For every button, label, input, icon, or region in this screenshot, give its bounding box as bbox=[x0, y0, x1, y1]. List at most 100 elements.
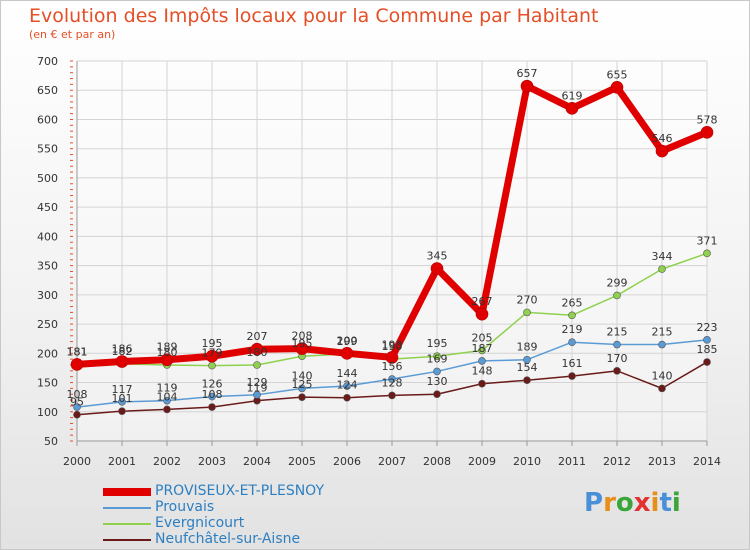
data-label: 140 bbox=[292, 369, 313, 382]
series-point bbox=[613, 291, 621, 300]
series-point bbox=[478, 379, 486, 388]
data-label: 215 bbox=[652, 326, 673, 339]
series-point bbox=[568, 372, 576, 380]
data-label: 371 bbox=[697, 234, 718, 247]
series-point bbox=[388, 375, 396, 383]
series-point bbox=[160, 353, 174, 367]
data-label: 186 bbox=[112, 342, 133, 355]
series-point bbox=[565, 102, 579, 115]
y-tick-label: 400 bbox=[37, 230, 58, 243]
series-point bbox=[433, 367, 441, 376]
data-label: 101 bbox=[112, 392, 133, 405]
data-label: 126 bbox=[202, 378, 223, 391]
logo-letter: o bbox=[615, 488, 634, 518]
data-label: 189 bbox=[517, 341, 538, 354]
chart-subtitle: (en € et par an) bbox=[29, 28, 116, 41]
series-point bbox=[163, 396, 171, 405]
data-label: 199 bbox=[337, 335, 358, 348]
y-tick-label: 650 bbox=[37, 84, 58, 97]
data-label: 190 bbox=[382, 340, 403, 353]
proxiti-logo: Proxiti bbox=[584, 488, 681, 518]
series-point bbox=[568, 311, 576, 320]
data-label: 193 bbox=[382, 338, 403, 351]
data-label: 119 bbox=[247, 382, 268, 395]
series-point bbox=[658, 340, 666, 349]
series-point bbox=[250, 342, 264, 356]
x-tick-label: 2014 bbox=[693, 455, 721, 468]
series-point bbox=[430, 262, 444, 275]
legend-label: Neufchâtel-sur-Aisne bbox=[155, 531, 301, 547]
data-label: 223 bbox=[697, 321, 718, 334]
series-point bbox=[613, 340, 621, 349]
data-label: 299 bbox=[607, 276, 628, 289]
data-label: 185 bbox=[697, 343, 718, 356]
series-point bbox=[298, 393, 306, 401]
x-tick-label: 2003 bbox=[198, 455, 226, 468]
data-label: 179 bbox=[202, 347, 223, 360]
x-tick-label: 2001 bbox=[108, 455, 136, 468]
data-label: 144 bbox=[337, 367, 358, 380]
y-tick-label: 250 bbox=[37, 318, 58, 331]
data-label: 154 bbox=[517, 361, 538, 374]
series-point bbox=[703, 358, 711, 366]
data-label: 270 bbox=[517, 293, 538, 306]
series-point bbox=[523, 376, 531, 385]
data-label: 148 bbox=[472, 365, 493, 378]
data-label: 108 bbox=[67, 388, 88, 401]
data-label: 344 bbox=[652, 250, 673, 263]
legend-label: PROVISEUX-ET-PLESNOY bbox=[155, 483, 324, 499]
x-tick-label: 2000 bbox=[63, 455, 91, 468]
x-tick-label: 2007 bbox=[378, 455, 406, 468]
data-label: 181 bbox=[67, 345, 88, 358]
y-tick-label: 200 bbox=[37, 347, 58, 360]
x-tick-label: 2010 bbox=[513, 455, 541, 468]
series-point bbox=[655, 144, 669, 158]
series-point bbox=[253, 361, 261, 369]
logo-letter: r bbox=[603, 488, 616, 518]
data-label: 140 bbox=[652, 369, 673, 382]
data-label: 108 bbox=[202, 388, 223, 401]
y-tick-label: 700 bbox=[37, 55, 58, 68]
data-label: 161 bbox=[562, 357, 583, 370]
series-point bbox=[298, 384, 306, 393]
data-label: 181 bbox=[67, 345, 88, 358]
data-label: 119 bbox=[157, 382, 178, 395]
x-tick-label: 2012 bbox=[603, 455, 631, 468]
logo-letter: t bbox=[659, 488, 672, 518]
data-label: 265 bbox=[562, 296, 583, 309]
series-point bbox=[205, 349, 219, 363]
legend-swatch bbox=[103, 488, 151, 496]
x-tick-label: 2005 bbox=[288, 455, 316, 468]
series-point bbox=[208, 361, 216, 370]
series-point bbox=[475, 307, 489, 321]
series-point bbox=[343, 382, 351, 390]
y-tick-label: 450 bbox=[37, 201, 58, 214]
x-tick-label: 2009 bbox=[468, 455, 496, 468]
series-point bbox=[73, 403, 81, 411]
data-label: 182 bbox=[112, 345, 133, 358]
series-point bbox=[520, 79, 534, 93]
series-point bbox=[73, 410, 81, 419]
series-point bbox=[295, 342, 309, 355]
legend-label: Evergnicourt bbox=[155, 515, 245, 531]
data-label: 655 bbox=[607, 68, 628, 81]
data-label: 215 bbox=[607, 326, 628, 339]
data-label: 124 bbox=[337, 379, 358, 392]
series-point bbox=[118, 407, 126, 415]
data-label: 170 bbox=[607, 352, 628, 365]
data-label: 169 bbox=[427, 352, 448, 365]
legend-swatch bbox=[103, 507, 151, 509]
series-point bbox=[700, 126, 714, 139]
x-tick-label: 2002 bbox=[153, 455, 181, 468]
data-label: 267 bbox=[472, 295, 493, 308]
data-label: 195 bbox=[292, 337, 313, 350]
legend-swatch bbox=[103, 523, 151, 525]
y-tick-label: 150 bbox=[37, 377, 58, 390]
data-label: 189 bbox=[157, 341, 178, 354]
data-label: 117 bbox=[112, 383, 133, 396]
data-label: 187 bbox=[472, 342, 493, 355]
series-point bbox=[568, 338, 576, 347]
logo-letter: i bbox=[650, 488, 660, 518]
data-label: 345 bbox=[427, 250, 448, 263]
